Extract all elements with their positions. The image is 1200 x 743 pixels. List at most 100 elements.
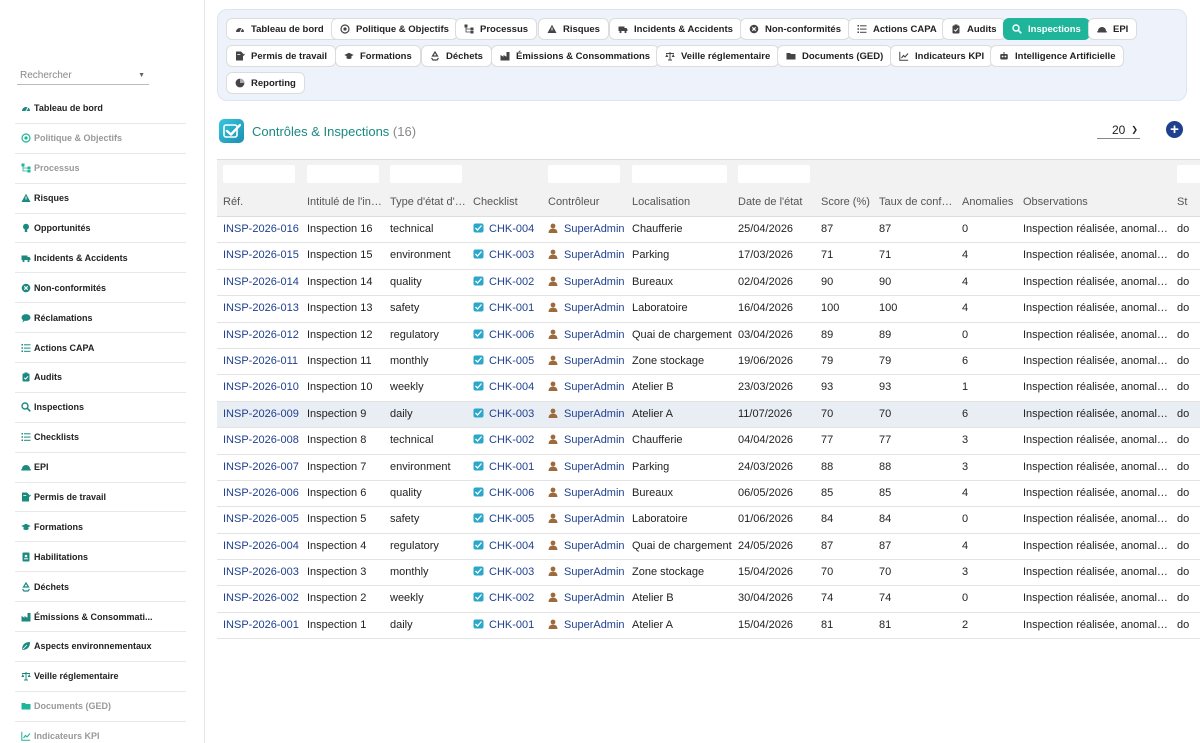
column-header[interactable]: Taux de conformité bbox=[879, 196, 954, 208]
cell-controller[interactable]: SuperAdmin bbox=[548, 302, 628, 314]
column-filter-input[interactable] bbox=[1177, 165, 1200, 183]
cell-controller[interactable]: SuperAdmin bbox=[548, 461, 628, 473]
column-header[interactable]: Checklist bbox=[473, 196, 518, 208]
module-tab-politique-objectifs[interactable]: Politique & Objectifs bbox=[331, 18, 458, 40]
table-row[interactable]: INSP-2026-015 Inspection 15 environment CHK… bbox=[217, 243, 1200, 270]
cell-ref[interactable]: INSP-2026-008 bbox=[223, 434, 303, 446]
cell-ref[interactable]: INSP-2026-003 bbox=[223, 566, 303, 578]
cell-checklist[interactable]: CHK-004 bbox=[473, 540, 543, 552]
cell-ref[interactable]: INSP-2026-015 bbox=[223, 249, 303, 261]
module-tab-reporting[interactable]: Reporting bbox=[226, 72, 305, 94]
add-inspection-button[interactable]: + bbox=[1166, 121, 1183, 138]
column-header[interactable]: St bbox=[1177, 196, 1188, 208]
cell-ref[interactable]: INSP-2026-014 bbox=[223, 276, 303, 288]
sidebar-item-tableau-de-bord[interactable]: Tableau de bord bbox=[15, 94, 186, 124]
cell-controller[interactable]: SuperAdmin bbox=[548, 249, 628, 261]
sidebar-item-veille-reglementaire[interactable]: Veille réglementaire bbox=[15, 662, 186, 692]
sidebar-item-permis-de-travail[interactable]: Permis de travail bbox=[15, 483, 186, 513]
column-header[interactable]: Réf. bbox=[223, 196, 244, 208]
cell-ref[interactable]: INSP-2026-002 bbox=[223, 592, 303, 604]
sidebar-item-formations[interactable]: Formations bbox=[15, 512, 186, 543]
sidebar-item-habilitations[interactable]: Habilitations bbox=[15, 542, 186, 573]
sidebar-item-politique-objectifs[interactable]: Politique & Objectifs bbox=[15, 124, 186, 154]
per-page-select[interactable]: 20 ❯ bbox=[1097, 121, 1140, 139]
column-header[interactable]: Date de l'état bbox=[738, 196, 803, 208]
table-row[interactable]: INSP-2026-004 Inspection 4 regulatory CHK-0… bbox=[217, 533, 1200, 561]
sidebar-item-documents-ged[interactable]: Documents (GED) bbox=[15, 692, 186, 722]
sidebar-item-risques[interactable]: Risques bbox=[15, 184, 186, 214]
cell-ref[interactable]: INSP-2026-004 bbox=[223, 540, 303, 552]
module-tab-incidents-accidents[interactable]: Incidents & Accidents bbox=[609, 18, 742, 40]
sidebar-item-audits[interactable]: Audits bbox=[15, 363, 186, 393]
table-row[interactable]: INSP-2026-005 Inspection 5 safety CHK-005 Su… bbox=[217, 507, 1200, 534]
table-row[interactable]: INSP-2026-002 Inspection 2 weekly CHK-002 Su… bbox=[217, 586, 1200, 613]
cell-ref[interactable]: INSP-2026-009 bbox=[223, 408, 303, 420]
module-tab-indicateurs-kpi[interactable]: Indicateurs KPI bbox=[890, 45, 994, 67]
cell-checklist[interactable]: CHK-006 bbox=[473, 487, 543, 499]
table-row[interactable]: INSP-2026-014 Inspection 14 quality CHK-002… bbox=[217, 269, 1200, 297]
column-filter-input[interactable] bbox=[738, 165, 810, 183]
cell-controller[interactable]: SuperAdmin bbox=[548, 276, 628, 288]
sidebar-item-reclamations[interactable]: Réclamations bbox=[15, 303, 186, 334]
table-row[interactable]: INSP-2026-011 Inspection 11 monthly CHK-005… bbox=[217, 348, 1200, 376]
sidebar-item-dechets[interactable]: Déchets bbox=[15, 572, 186, 603]
module-tab-tableau-de-bord[interactable]: Tableau de bord bbox=[226, 18, 354, 40]
module-tab-non-conformites[interactable]: Non-conformités bbox=[740, 18, 850, 40]
table-row[interactable]: INSP-2026-016 Inspection 16 technical CHK-0… bbox=[217, 217, 1200, 244]
sidebar-item-checklists[interactable]: Checklists bbox=[15, 423, 186, 453]
module-tab-intelligence-artificielle[interactable]: Intelligence Artificielle bbox=[990, 45, 1125, 67]
table-row[interactable]: INSP-2026-006 Inspection 6 quality CHK-006 S… bbox=[217, 480, 1200, 508]
cell-checklist[interactable]: CHK-002 bbox=[473, 276, 543, 288]
cell-controller[interactable]: SuperAdmin bbox=[548, 566, 628, 578]
sidebar-search-select[interactable]: Rechercher ▼ bbox=[17, 67, 149, 85]
cell-checklist[interactable]: CHK-003 bbox=[473, 249, 543, 261]
cell-controller[interactable]: SuperAdmin bbox=[548, 540, 628, 552]
column-header[interactable]: Observations bbox=[1023, 196, 1088, 208]
table-row[interactable]: INSP-2026-001 Inspection 1 daily CHK-001 Sup… bbox=[217, 612, 1200, 640]
cell-checklist[interactable]: CHK-002 bbox=[473, 592, 543, 604]
cell-checklist[interactable]: CHK-002 bbox=[473, 434, 543, 446]
column-header[interactable]: Localisation bbox=[632, 196, 691, 208]
sidebar-item-opportunites[interactable]: Opportunités bbox=[15, 214, 186, 244]
column-filter-input[interactable] bbox=[632, 165, 727, 183]
module-tab-risques[interactable]: Risques bbox=[538, 18, 609, 40]
module-tab-dechets[interactable]: Déchets bbox=[421, 45, 492, 67]
table-row[interactable]: INSP-2026-003 Inspection 3 monthly CHK-003 S… bbox=[217, 560, 1200, 587]
sidebar-item-epi[interactable]: EPI bbox=[15, 453, 186, 483]
module-tab-documents-ged[interactable]: Documents (GED) bbox=[777, 45, 893, 67]
sidebar-item-emissions-consommati[interactable]: Émissions & Consommati... bbox=[15, 602, 186, 633]
cell-checklist[interactable]: CHK-005 bbox=[473, 513, 543, 525]
sidebar-item-non-conformites[interactable]: Non-conformités bbox=[15, 273, 186, 304]
table-row[interactable]: INSP-2026-009 Inspection 9 daily CHK-003 Sup… bbox=[217, 401, 1200, 429]
sidebar-item-processus[interactable]: Processus bbox=[15, 154, 186, 184]
column-header[interactable]: Type d'état d'inspection bbox=[390, 196, 468, 208]
column-header[interactable]: Score (%) bbox=[821, 196, 870, 208]
cell-checklist[interactable]: CHK-006 bbox=[473, 329, 543, 341]
cell-checklist[interactable]: CHK-001 bbox=[473, 461, 543, 473]
cell-checklist[interactable]: CHK-005 bbox=[473, 355, 543, 367]
column-header[interactable]: Anomalies bbox=[962, 196, 1014, 208]
module-tab-permis-de-travail[interactable]: Permis de travail bbox=[226, 45, 337, 67]
cell-controller[interactable]: SuperAdmin bbox=[548, 619, 628, 631]
sidebar-item-actions-capa[interactable]: Actions CAPA bbox=[15, 333, 186, 364]
cell-ref[interactable]: INSP-2026-006 bbox=[223, 487, 303, 499]
column-filter-input[interactable] bbox=[390, 165, 462, 183]
cell-controller[interactable]: SuperAdmin bbox=[548, 223, 628, 235]
sidebar-item-inspections[interactable]: Inspections bbox=[15, 393, 186, 423]
module-tab-epi[interactable]: EPI bbox=[1088, 18, 1138, 40]
table-row[interactable]: INSP-2026-013 Inspection 13 safety CHK-001 S… bbox=[217, 296, 1200, 323]
cell-checklist[interactable]: CHK-001 bbox=[473, 619, 543, 631]
cell-controller[interactable]: SuperAdmin bbox=[548, 408, 628, 420]
module-tab-formations[interactable]: Formations bbox=[335, 45, 421, 67]
cell-controller[interactable]: SuperAdmin bbox=[548, 487, 628, 499]
cell-ref[interactable]: INSP-2026-005 bbox=[223, 513, 303, 525]
cell-controller[interactable]: SuperAdmin bbox=[548, 355, 628, 367]
cell-ref[interactable]: INSP-2026-013 bbox=[223, 302, 303, 314]
sidebar-item-incidents-accidents[interactable]: Incidents & Accidents bbox=[15, 243, 186, 274]
cell-controller[interactable]: SuperAdmin bbox=[548, 434, 628, 446]
cell-ref[interactable]: INSP-2026-011 bbox=[223, 355, 303, 367]
module-tab-veille-reglementaire[interactable]: Veille réglementaire bbox=[656, 45, 780, 67]
cell-controller[interactable]: SuperAdmin bbox=[548, 513, 628, 525]
cell-checklist[interactable]: CHK-004 bbox=[473, 381, 543, 393]
cell-checklist[interactable]: CHK-004 bbox=[473, 223, 543, 235]
